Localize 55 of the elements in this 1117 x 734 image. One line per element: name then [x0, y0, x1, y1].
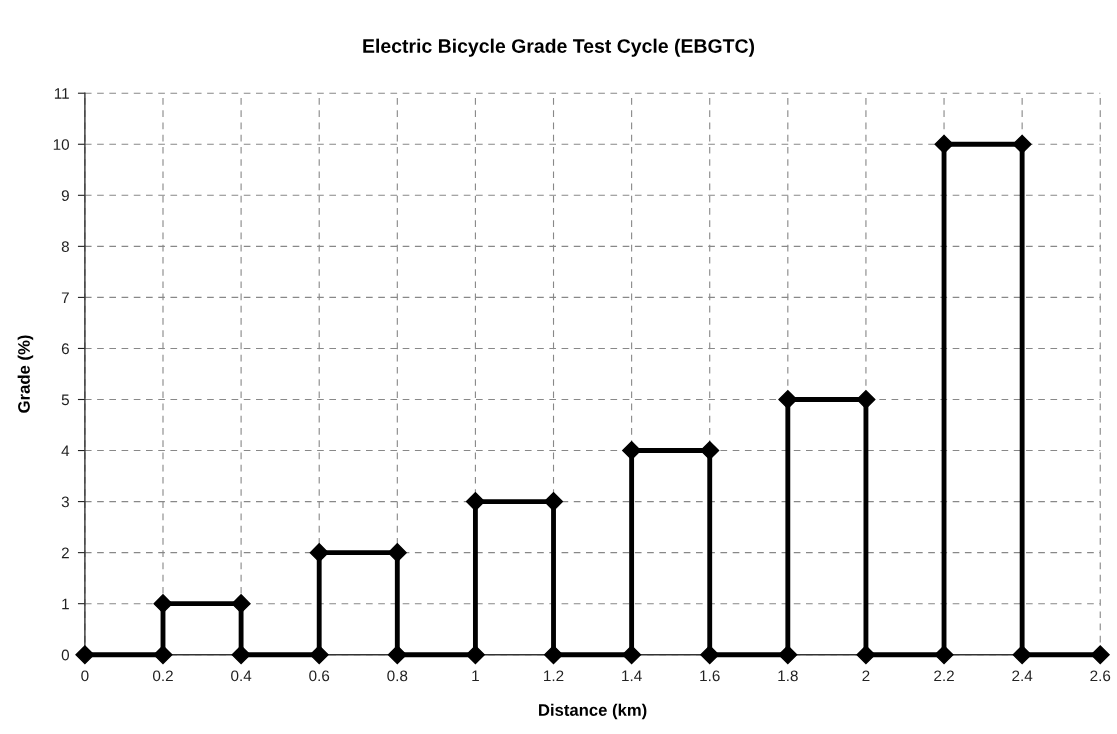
- point: [856, 645, 876, 665]
- y-tick-label: 3: [61, 496, 69, 508]
- y-tick-label: 7: [61, 292, 69, 303]
- y-tick-label: 11: [54, 88, 69, 99]
- x-axis-title: Distance (km): [539, 703, 647, 720]
- point: [622, 441, 642, 461]
- y-tick-label: 8: [61, 241, 69, 253]
- point: [700, 441, 720, 461]
- x-tick-label: 0.8: [387, 670, 408, 682]
- y-tick-label: 10: [53, 139, 70, 150]
- x-tick-label: 2.4: [1012, 670, 1033, 682]
- point: [153, 594, 173, 614]
- y-tick-label: 4: [61, 445, 70, 457]
- point: [856, 389, 876, 410]
- x-tick-label: 1: [472, 670, 479, 682]
- point: [309, 645, 329, 665]
- point: [465, 492, 485, 512]
- y-tick-label: 1: [62, 598, 69, 610]
- x-tick-label: 0.2: [152, 670, 173, 682]
- x-tick-label: 1.6: [700, 670, 720, 682]
- x-tick-label: 0.6: [309, 670, 330, 682]
- y-tick-label: 2: [61, 547, 69, 559]
- point: [309, 543, 329, 563]
- point: [231, 645, 251, 665]
- point: [1012, 134, 1032, 154]
- point: [778, 389, 798, 410]
- x-tick-label: 2.2: [934, 670, 954, 682]
- point: [465, 645, 485, 665]
- point: [700, 645, 720, 665]
- point: [231, 594, 251, 614]
- x-tick-label: 0: [81, 670, 89, 682]
- point: [778, 645, 798, 665]
- point: [75, 645, 95, 665]
- x-tick-label: 0.4: [231, 670, 252, 682]
- point: [934, 134, 954, 154]
- point: [1012, 645, 1032, 665]
- x-tick-label: 2.6: [1090, 670, 1111, 682]
- y-tick-label: 6: [61, 343, 69, 355]
- chart-title: Electric Bicycle Grade Test Cycle (EBGTC): [363, 38, 755, 57]
- x-tick-label: 1.4: [622, 670, 642, 682]
- x-tick-label: 1.2: [544, 670, 564, 682]
- y-tick-label: 9: [61, 190, 69, 201]
- y-axis-title: Grade (%): [17, 335, 34, 413]
- point: [387, 645, 407, 665]
- x-tick-label: 1.8: [778, 670, 798, 682]
- point: [934, 645, 954, 665]
- point: [153, 645, 173, 665]
- point: [622, 645, 642, 665]
- y-tick-label: 5: [61, 394, 69, 406]
- point: [543, 645, 564, 665]
- point: [1090, 645, 1110, 665]
- point: [387, 543, 407, 563]
- y-tick-label: 0: [61, 649, 70, 661]
- x-tick-label: 2: [862, 670, 870, 682]
- point: [543, 492, 564, 512]
